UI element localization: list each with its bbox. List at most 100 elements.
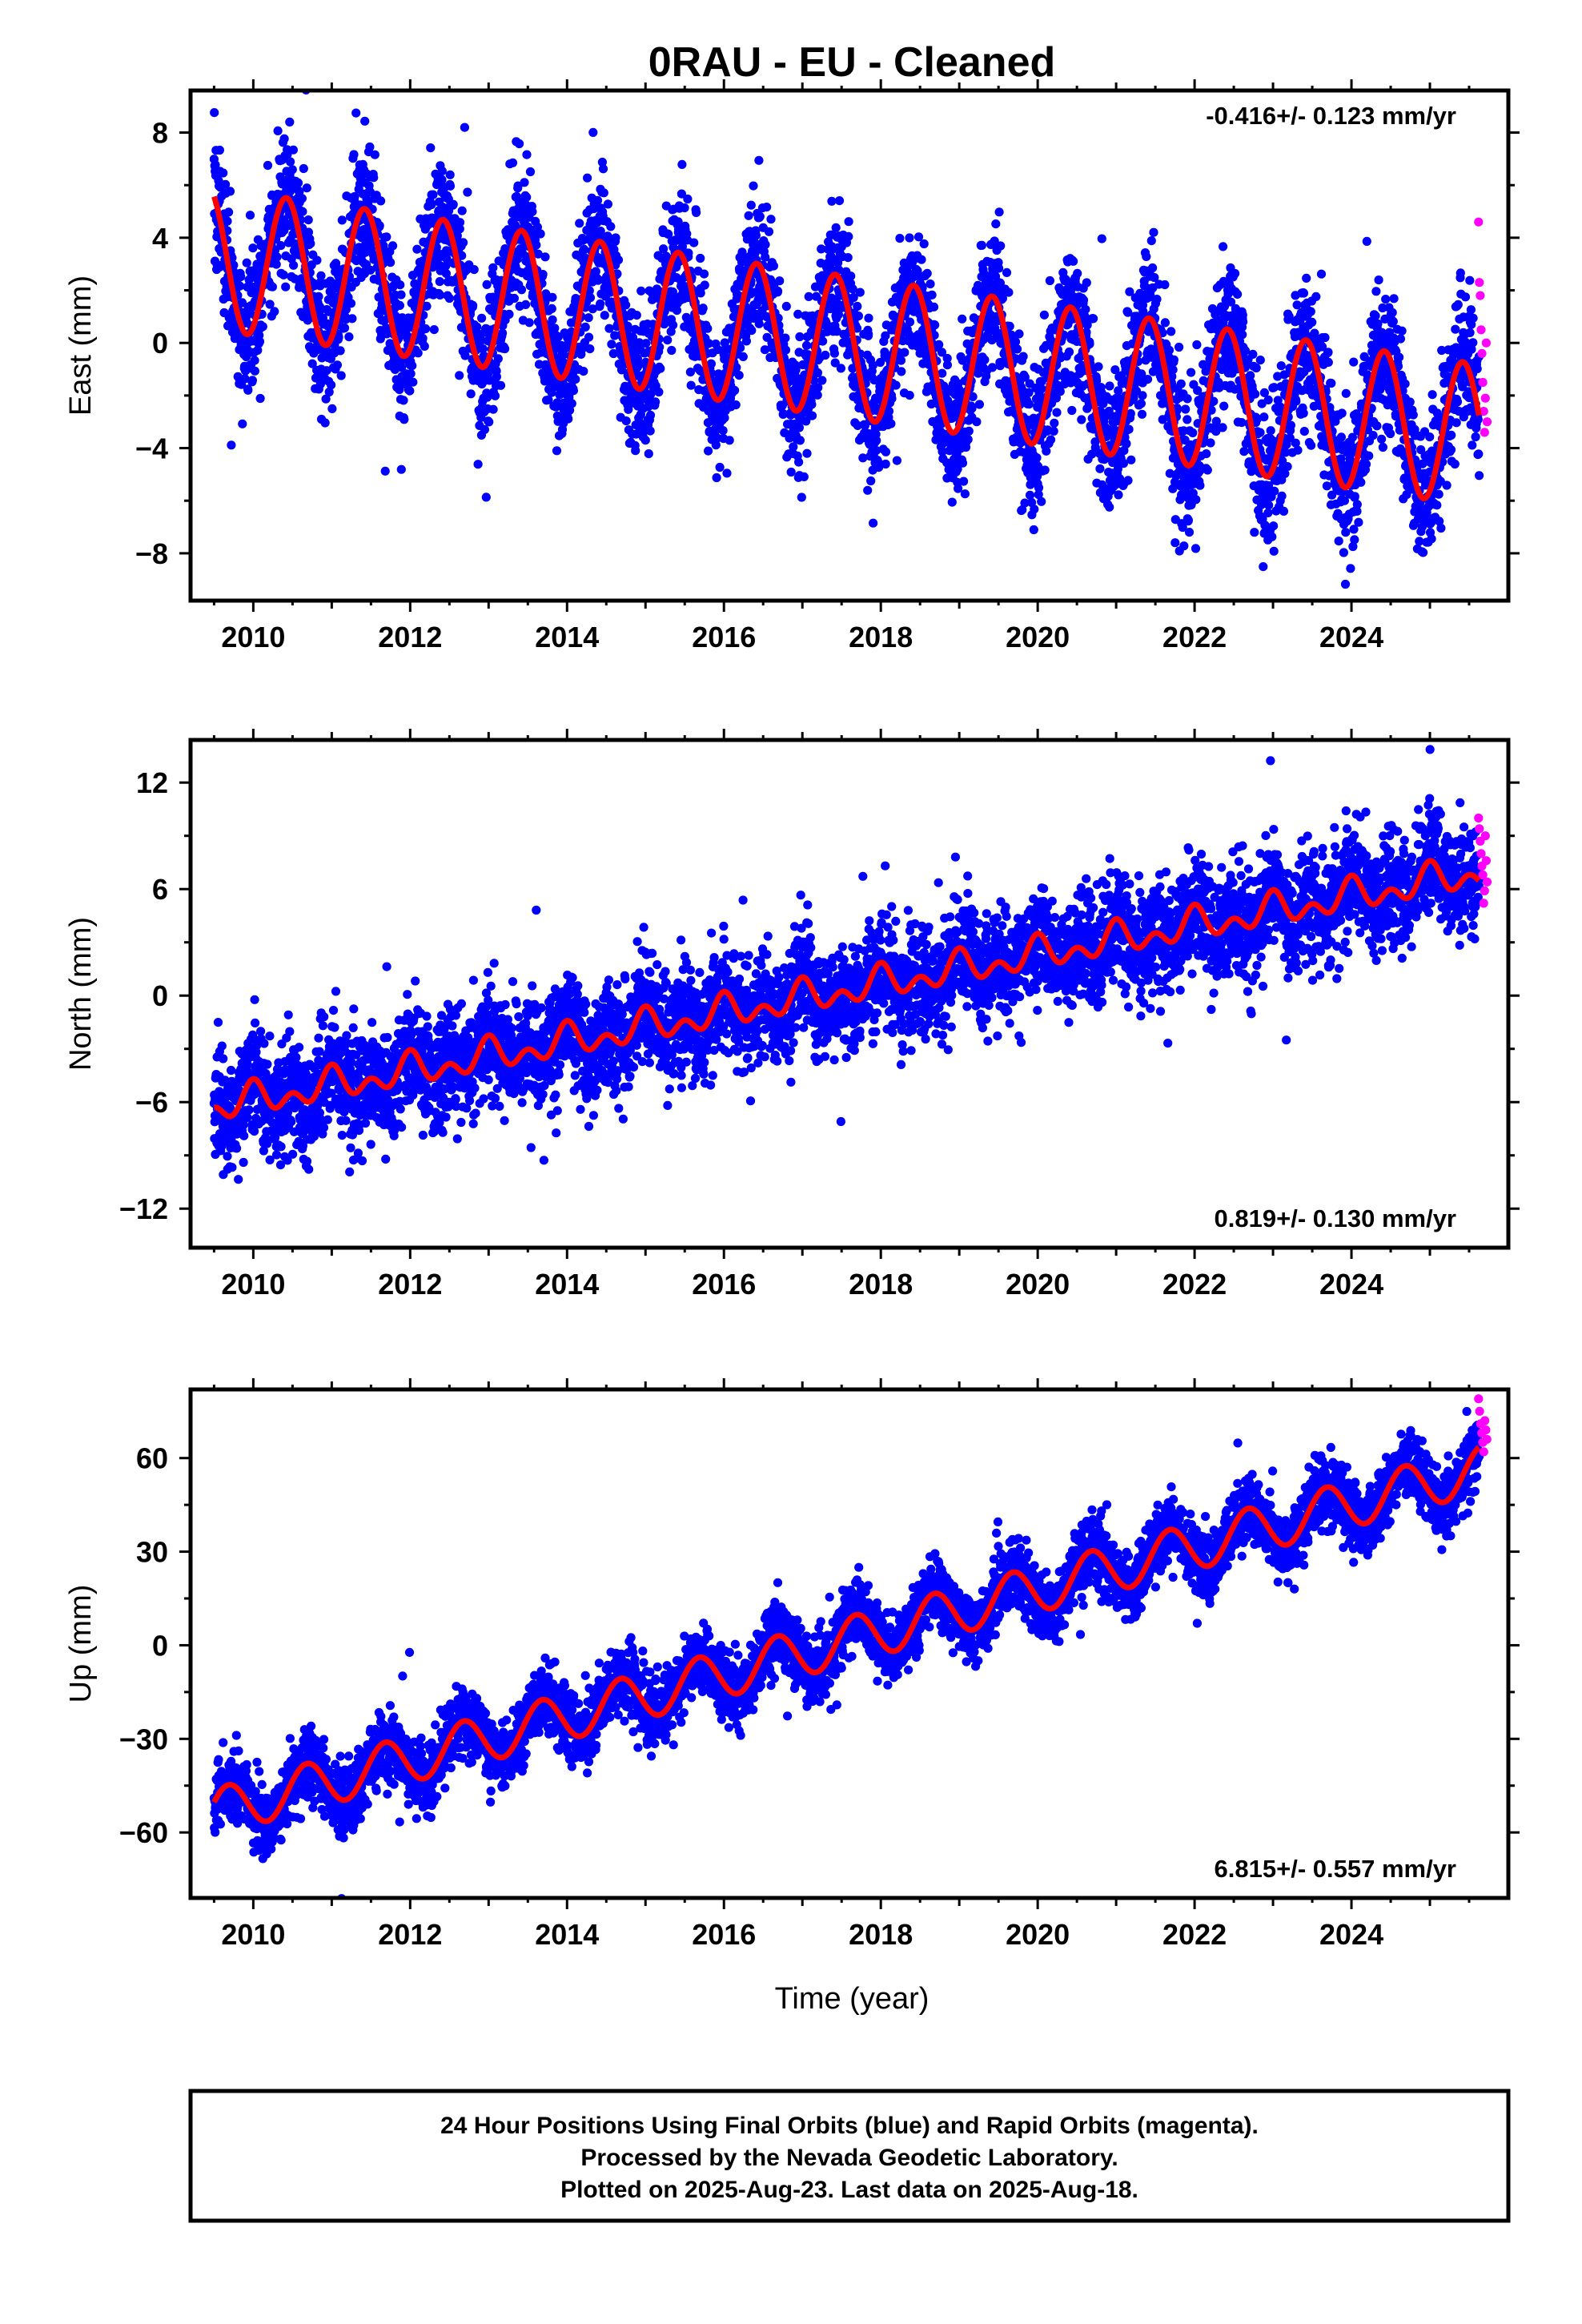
east-final-point [509, 293, 520, 304]
east-final-point [793, 374, 803, 384]
east-final-point [596, 70, 605, 79]
east-final-point [210, 108, 219, 118]
east-final-point [588, 304, 597, 314]
east-final-point [896, 356, 906, 365]
east-final-point [596, 227, 605, 236]
east-final-point [621, 416, 631, 426]
east-final-point [1013, 344, 1022, 354]
east-final-point [1259, 412, 1269, 422]
east-final-point [606, 222, 616, 231]
east-final-point [1045, 275, 1054, 286]
east-final-point [583, 173, 592, 183]
east-final-point [645, 410, 656, 420]
east-final-point [977, 240, 986, 250]
east-final-point [1186, 368, 1196, 377]
east-final-point [1191, 544, 1201, 553]
east-final-point [887, 394, 897, 404]
east-final-point [596, 299, 605, 308]
east-final-point [680, 203, 689, 213]
east-final-point [276, 241, 286, 251]
east-final-point [900, 348, 909, 357]
east-final-point [821, 350, 830, 360]
east-final-point [597, 157, 608, 167]
east-final-point [1067, 405, 1077, 416]
east-final-point [483, 392, 492, 402]
east-final-point [994, 263, 1004, 273]
east-final-point [603, 199, 613, 209]
east-final-point [764, 227, 774, 236]
east-final-point [448, 199, 458, 209]
east-final-point [813, 383, 823, 392]
east-final-point [849, 292, 858, 303]
east-final-point [654, 387, 664, 397]
east-final-point [761, 252, 770, 262]
east-final-point [1299, 427, 1309, 436]
east-final-point [1095, 464, 1105, 473]
east-final-point [238, 419, 247, 428]
east-final-point [672, 306, 682, 316]
east-final-point [1082, 278, 1091, 287]
east-final-point [327, 380, 336, 390]
east-final-point [930, 320, 940, 330]
east-final-point [807, 400, 817, 409]
east-final-point [293, 178, 303, 187]
east-final-point [786, 467, 796, 477]
east-final-point [466, 389, 476, 399]
east-final-point [829, 348, 839, 358]
east-final-point [376, 196, 386, 206]
east-final-point [741, 336, 752, 346]
east-final-point [493, 354, 503, 364]
east-final-point [279, 134, 289, 143]
east-final-point [437, 167, 447, 176]
east-final-point [1195, 480, 1205, 490]
east-final-point [457, 206, 467, 215]
east-final-point [492, 372, 502, 381]
east-final-point [844, 217, 853, 227]
east-final-point [734, 371, 744, 380]
east-final-point [1203, 465, 1212, 475]
east-final-point [219, 168, 228, 178]
east-final-point [892, 456, 901, 465]
east-final-point [375, 221, 384, 231]
east-final-point [524, 318, 534, 328]
east-final-point [1166, 327, 1176, 336]
east-final-point [667, 345, 677, 356]
east-final-point [1266, 426, 1275, 436]
east-final-point [761, 239, 770, 249]
east-final-point [1014, 329, 1024, 339]
east-final-point [1191, 495, 1201, 505]
east-final-point [1255, 428, 1265, 437]
east-final-point [297, 194, 307, 203]
east-final-point [452, 231, 462, 241]
east-final-point [457, 251, 467, 260]
east-final-point [934, 340, 944, 349]
east-final-point [1094, 362, 1103, 372]
east-final-point [437, 175, 447, 184]
east-final-point [350, 191, 359, 201]
east-final-point [1030, 505, 1039, 514]
east-final-point [504, 309, 514, 319]
east-final-point [1182, 415, 1192, 424]
east-final-point [413, 348, 423, 358]
east-final-point [926, 279, 935, 289]
east-final-point [1148, 263, 1158, 273]
east-final-point [713, 344, 723, 355]
east-final-point [567, 399, 576, 408]
east-final-point [287, 165, 297, 175]
east-final-point [568, 386, 579, 396]
east-final-point [760, 345, 770, 355]
east-final-point [396, 280, 405, 290]
east-final-point [516, 285, 527, 295]
east-final-point [420, 341, 429, 351]
east-final-point [584, 332, 594, 342]
east-final-point [303, 215, 313, 225]
east-final-point [396, 464, 406, 474]
east-final-point [686, 380, 696, 390]
east-final-point [938, 447, 947, 456]
east-final-point [515, 139, 524, 149]
east-final-point [634, 338, 644, 348]
east-final-point [550, 324, 560, 333]
east-final-point [996, 241, 1006, 251]
east-final-point [496, 380, 506, 390]
east-final-point [1064, 347, 1074, 357]
